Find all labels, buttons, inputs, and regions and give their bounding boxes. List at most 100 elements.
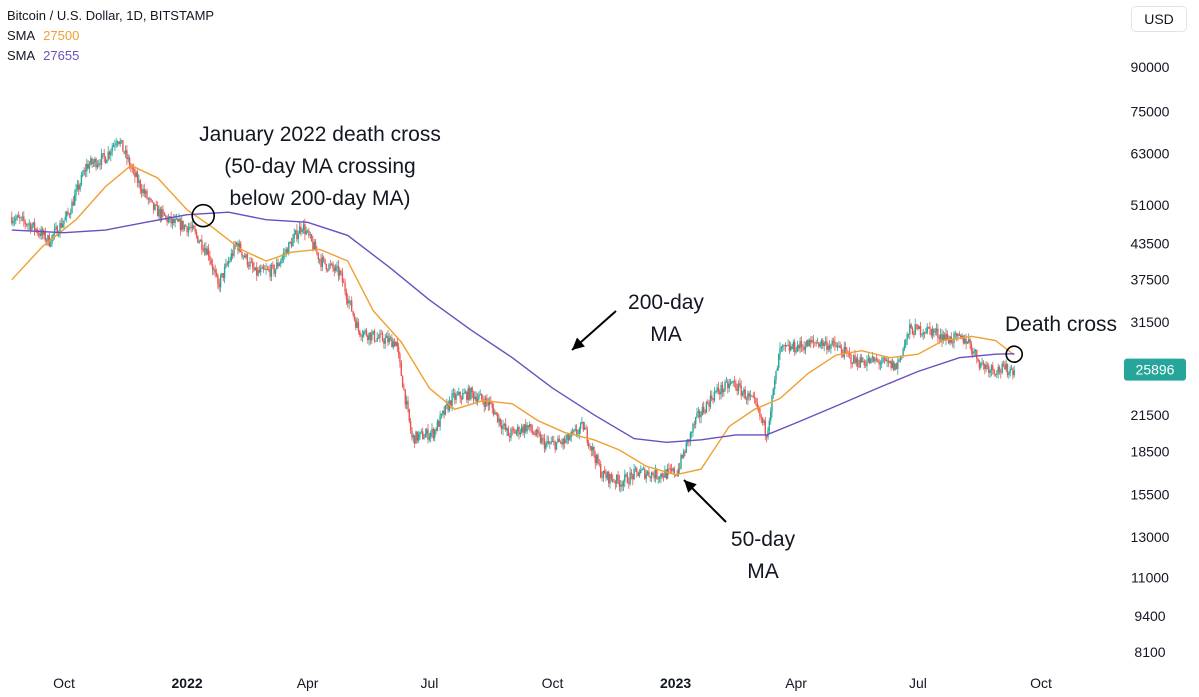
- candle: [428, 432, 431, 442]
- candle: [537, 426, 539, 439]
- candle: [994, 373, 997, 377]
- candle: [705, 400, 708, 414]
- annotations: January 2022 death cross (50-day MA cross…: [191, 123, 1117, 583]
- candle: [764, 416, 766, 440]
- price-axis[interactable]: 90000 75000 63000 51000 43500 37500 31500 21500…: [1124, 59, 1186, 660]
- candle: [771, 394, 773, 418]
- candle: [405, 395, 408, 410]
- candle: [586, 426, 588, 446]
- candle: [1008, 371, 1010, 379]
- candle: [333, 265, 335, 277]
- candle: [44, 227, 46, 243]
- y-tick-label: 51000: [1131, 197, 1170, 213]
- candle: [260, 264, 262, 276]
- candle: [339, 267, 341, 280]
- candle: [731, 380, 733, 385]
- candle: [840, 344, 843, 358]
- candle: [245, 252, 247, 260]
- candle: [687, 438, 689, 447]
- candle: [616, 474, 618, 488]
- candle: [579, 421, 582, 434]
- candle: [62, 218, 64, 228]
- candle: [855, 356, 857, 367]
- candle: [906, 331, 908, 345]
- candle: [751, 394, 753, 397]
- candle: [737, 380, 740, 395]
- candle: [399, 351, 401, 368]
- candle: [261, 264, 263, 269]
- candle: [136, 167, 139, 188]
- x-tick-label: Oct: [1030, 675, 1052, 691]
- candle: [289, 240, 291, 244]
- candle: [788, 340, 791, 355]
- candle: [522, 424, 524, 436]
- y-tick-label: 75000: [1131, 103, 1170, 119]
- candle: [195, 229, 198, 239]
- candle: [662, 473, 665, 482]
- candle: [633, 464, 635, 481]
- y-tick-label: 18500: [1131, 443, 1170, 459]
- candle: [670, 463, 673, 474]
- candle: [772, 387, 774, 399]
- candle: [511, 426, 513, 436]
- candle: [827, 343, 829, 353]
- candle: [408, 408, 410, 424]
- candle: [808, 338, 811, 347]
- candle: [268, 265, 270, 273]
- candle: [335, 263, 337, 274]
- candle: [98, 159, 100, 168]
- candle: [621, 480, 623, 492]
- candle: [499, 418, 501, 428]
- candle: [523, 423, 526, 438]
- candle: [605, 469, 607, 482]
- candle: [557, 435, 559, 444]
- candle: [815, 340, 817, 347]
- candle: [597, 452, 599, 465]
- candle: [249, 257, 251, 270]
- candle: [276, 257, 278, 270]
- candle: [700, 411, 702, 424]
- candle: [305, 226, 307, 236]
- candle: [812, 335, 815, 349]
- candle: [612, 474, 614, 484]
- candle: [807, 338, 809, 347]
- candle: [41, 226, 44, 240]
- candle: [962, 335, 965, 345]
- candle: [352, 310, 354, 317]
- candle: [774, 375, 776, 395]
- candle: [733, 376, 736, 388]
- candle: [950, 332, 952, 345]
- candle: [64, 211, 66, 221]
- candle: [953, 331, 955, 349]
- candle: [867, 353, 870, 364]
- candle: [71, 198, 73, 214]
- currency-button[interactable]: USD: [1131, 6, 1187, 32]
- candle: [103, 148, 105, 163]
- legend-sma-200[interactable]: SMA 27655: [7, 46, 79, 66]
- candle: [124, 145, 127, 158]
- candle: [116, 140, 119, 148]
- candle: [420, 428, 422, 435]
- candle: [19, 214, 21, 224]
- candle: [526, 422, 528, 435]
- candle: [322, 255, 325, 263]
- candle: [566, 433, 568, 445]
- candle: [549, 441, 551, 449]
- candle: [551, 435, 554, 443]
- candle: [699, 409, 701, 424]
- legend-sma-50[interactable]: SMA 27500: [7, 26, 79, 46]
- candle: [144, 189, 147, 198]
- candle: [592, 442, 594, 457]
- candle: [111, 143, 113, 157]
- candle: [470, 387, 472, 401]
- candle: [1009, 365, 1011, 377]
- candle: [227, 256, 230, 268]
- candle: [28, 219, 30, 230]
- time-axis[interactable]: Oct 2022 Apr Jul Oct 2023 Apr Jul Oct: [53, 675, 1052, 691]
- candle: [313, 238, 315, 251]
- candle: [377, 334, 380, 339]
- candle: [819, 341, 821, 348]
- candle: [104, 156, 107, 164]
- candle: [787, 339, 789, 346]
